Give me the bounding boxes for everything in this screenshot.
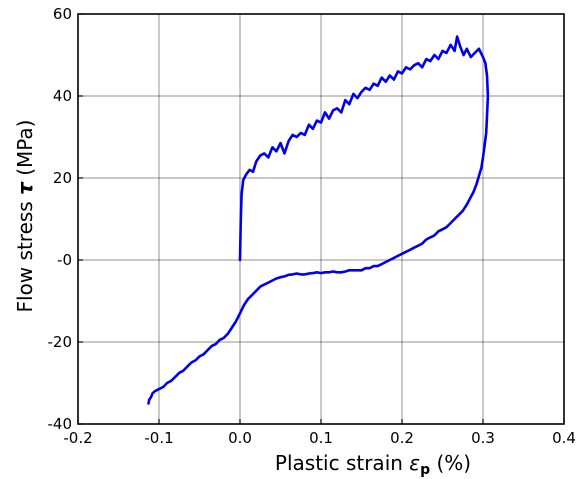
x-tick-label: 0.1: [309, 429, 333, 447]
y-axis-title: Flow stress τ (MPa): [13, 120, 37, 313]
x-tick-label: 0.0: [228, 429, 252, 447]
y-tick-label: -0: [57, 251, 72, 269]
x-tick-label: -0.2: [63, 429, 92, 447]
x-axis-subscript: p: [420, 462, 430, 478]
series-line: [147, 35, 490, 405]
x-tick-label: 0.4: [552, 429, 576, 447]
y-axis-unit: (MPa): [13, 120, 37, 183]
x-axis-title: Plastic strain εp (%): [275, 451, 471, 478]
y-axis-symbol: τ: [13, 181, 37, 195]
y-tick-label: -40: [48, 415, 73, 433]
ticks: [77, 13, 565, 425]
y-tick-label: 40: [53, 87, 72, 105]
x-axis-title-text: Plastic strain: [275, 451, 409, 475]
x-tick-labels: -0.2 -0.1 0.0 0.1 0.2 0.3 0.4: [63, 429, 576, 447]
x-tick-label: 0.3: [471, 429, 495, 447]
y-tick-label: 60: [53, 5, 72, 23]
x-axis-unit: (%): [430, 451, 471, 475]
y-axis-title-text: Flow stress: [13, 195, 37, 313]
y-tick-label: 20: [53, 169, 72, 187]
x-tick-label: 0.2: [390, 429, 414, 447]
y-tick-labels: -40 -20 -0 20 40 60: [48, 5, 73, 433]
grid: [77, 13, 565, 425]
x-axis-symbol: ε: [409, 451, 420, 475]
x-tick-label: -0.1: [144, 429, 173, 447]
y-tick-label: -20: [48, 333, 73, 351]
